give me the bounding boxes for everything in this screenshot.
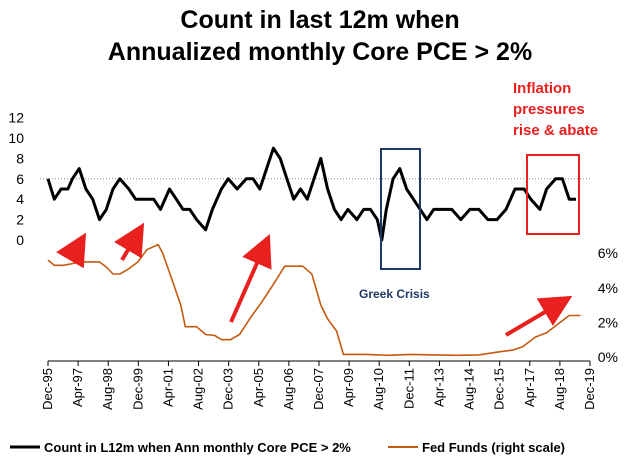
fed-funds-line [47,243,581,357]
x-tick-label: Dec-99 [130,368,145,410]
y-left-tick-label: 6 [16,171,24,187]
legend-label-count: Count in L12m when Ann monthly Core PCE … [44,440,351,455]
x-tick-label: Aug-18 [552,368,567,410]
x-tick-label: Apr-97 [70,368,85,407]
greek-crisis-label: Greek Crisis [359,287,430,301]
chart-title-line1: Count in last 12m when [180,6,460,34]
x-tick-label: Apr-09 [341,368,356,407]
inflation-label-2: pressures [513,101,585,118]
inflation-box [526,154,580,235]
y-left-tick-label: 0 [16,232,24,248]
chart-title-line2: Annualized monthly Core PCE > 2% [107,38,533,66]
inflation-label-1: Inflation [513,80,571,97]
y-left-tick-label: 4 [16,191,24,207]
x-tick-label: Dec-19 [582,368,597,410]
count-line [46,146,576,242]
y-left-tick-label: 8 [16,150,24,166]
x-tick-label: Apr-17 [522,368,537,407]
y-left-tick-label: 12 [8,110,24,126]
x-tick-label: Aug-06 [281,368,296,410]
x-tick-label: Apr-05 [251,368,266,407]
x-tick-label: Apr-01 [160,368,175,407]
greek-crisis-box [380,148,421,270]
arrow-3 [229,234,272,323]
y-right-tick-label: 6% [598,245,618,261]
legend-label-fed: Fed Funds (right scale) [422,440,565,455]
arrow-1 [56,232,87,269]
x-tick-label: Aug-14 [462,368,477,410]
y-right-tick-label: 2% [598,314,618,330]
arrow-2 [114,222,145,262]
y-left-tick-label: 10 [8,130,24,146]
x-tick-label: Aug-02 [191,368,206,410]
x-tick-label: Dec-07 [311,368,326,410]
x-tick-label: Aug-10 [371,368,386,410]
arrow-4 [504,295,573,337]
x-tick-label: Dec-11 [401,368,416,409]
x-tick-label: Dec-03 [221,368,236,410]
inflation-label-3: rise & abate [513,122,598,139]
y-right-tick-label: 4% [598,280,618,296]
x-tick-label: Apr-13 [431,368,446,407]
x-tick-label: Dec-95 [40,368,55,410]
x-tick-label: Dec-15 [492,368,507,410]
x-tick-label: Aug-98 [100,368,115,410]
y-left-tick-label: 2 [16,212,24,228]
y-right-tick-label: 0% [598,349,618,365]
